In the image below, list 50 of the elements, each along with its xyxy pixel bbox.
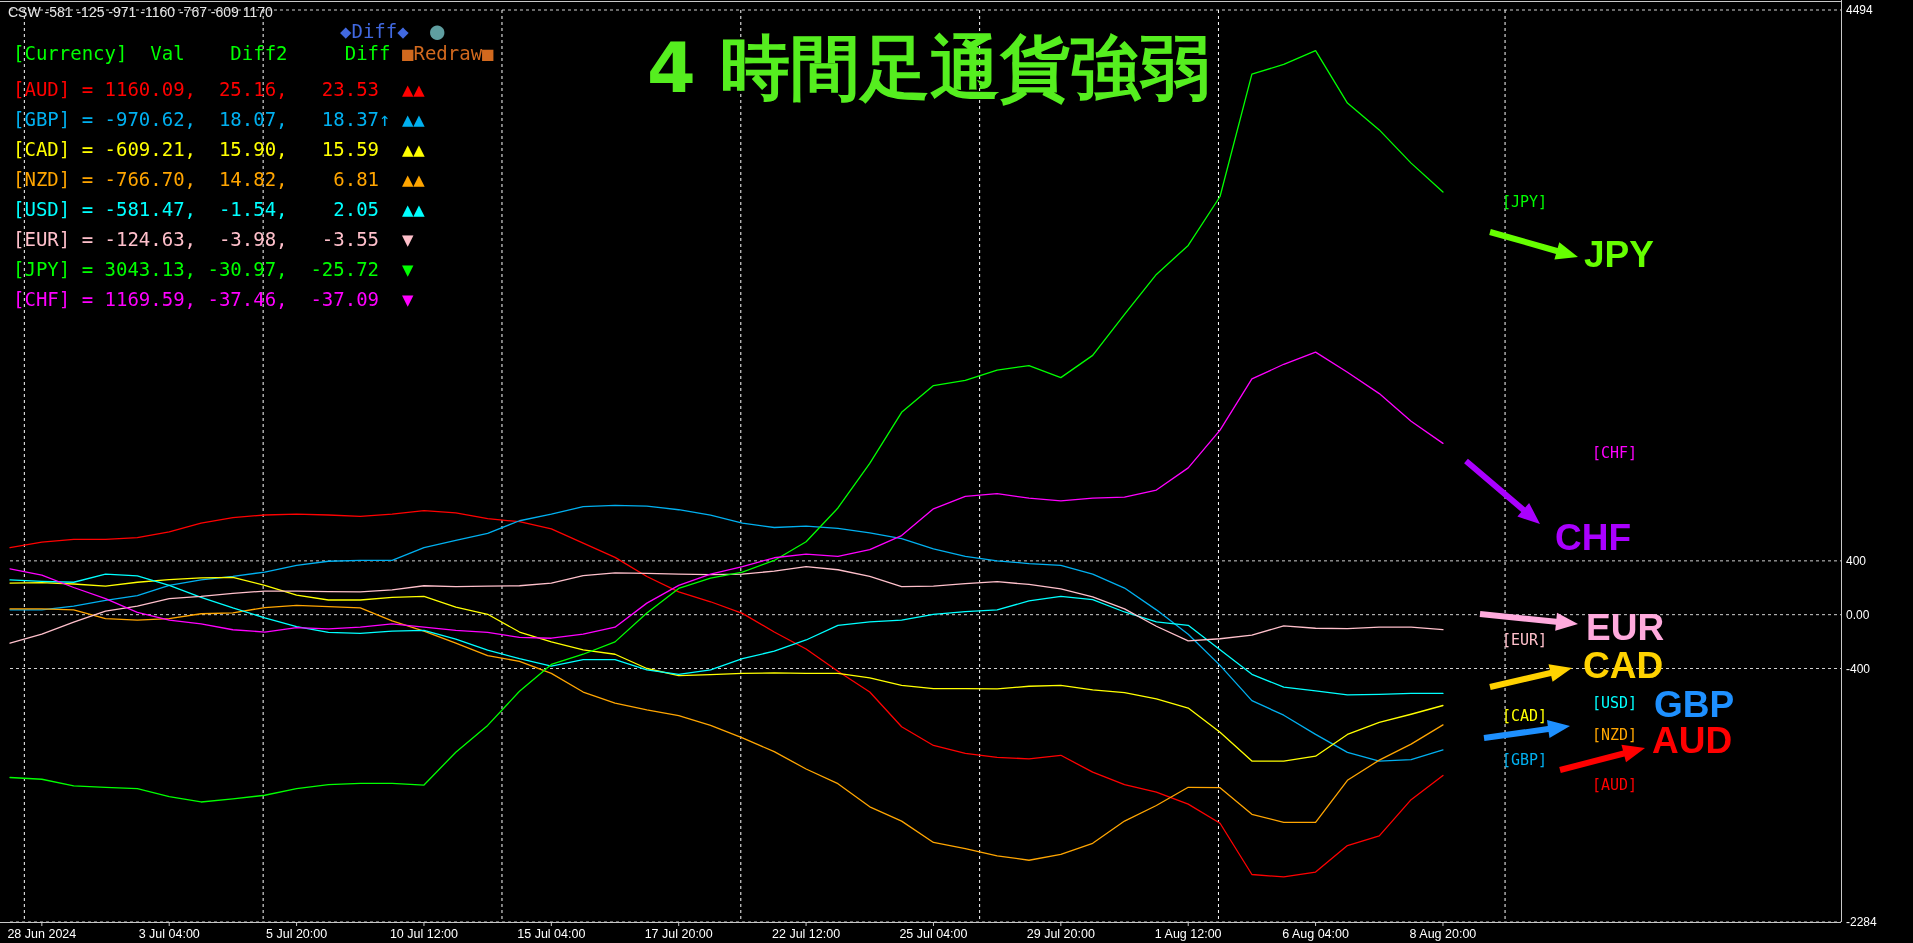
text: [CHF] [1591, 444, 1638, 463]
line-series [9, 573, 1444, 696]
x-tick-label: 8 Aug 20:00 [1409, 927, 1477, 941]
x-tick-label: 3 Jul 04:00 [138, 927, 200, 941]
annotation: [NZD] = -766.70, 14.82, 6.81 ▲▲ [13, 168, 426, 190]
annotation: CHF [1555, 517, 1632, 558]
annotation: [Currency] Val Diff2 Diff [13, 42, 391, 64]
x-tick-label: 6 Aug 04:00 [1282, 927, 1349, 941]
line-series [9, 504, 1444, 762]
line-series [9, 604, 1444, 861]
annotation: [AUD] = 1160.09, 25.16, 23.53 ▲▲ [13, 78, 426, 100]
text: [EUR] [1501, 630, 1548, 649]
x-tick-label: 29 Jul 20:00 [1026, 927, 1095, 941]
x-tick-label: 17 Jul 20:00 [644, 927, 713, 941]
x-tick-label: 5 Jul 20:00 [266, 927, 328, 941]
y-tick-label: 0.00 [1846, 607, 1870, 622]
annotation: ● [430, 17, 445, 45]
annotation: CSW -581 -125 -971 -1160 -767 -609 1170 [8, 4, 274, 20]
text: [NZD] [1591, 725, 1638, 744]
line-series [9, 576, 1444, 762]
x-tick-label: 10 Jul 12:00 [389, 927, 459, 941]
line-series [9, 351, 1444, 639]
text: [GBP] [1501, 750, 1548, 769]
annotation: [JPY] = 3043.13, -30.97, -25.72 ▼ [13, 258, 414, 280]
y-tick-label: -2284 [1846, 915, 1878, 929]
annotation: CAD [1583, 645, 1664, 686]
annotation: [CAD] = -609.21, 15.90, 15.59 ▲▲ [13, 138, 426, 160]
text: [AUD] [1591, 776, 1638, 795]
x-tick-label: 22 Jul 12:00 [772, 927, 841, 941]
annotation: [EUR] = -124.63, -3.98, -3.55 ▼ [13, 228, 414, 250]
text: [CAD] [1501, 706, 1548, 725]
text: [USD] [1591, 694, 1638, 713]
line-series [9, 509, 1444, 878]
annotation: ◆Diff◆ [340, 20, 410, 42]
x-tick-label: 25 Jul 04:00 [899, 927, 968, 941]
y-tick-label: -400 [1846, 661, 1871, 676]
annotation: EUR [1586, 607, 1665, 648]
x-tick-label: 15 Jul 04:00 [517, 927, 586, 941]
x-tick-label: 28 Jun 2024 [7, 927, 77, 941]
y-tick-label: 400 [1846, 553, 1867, 568]
annotation: [GBP] = -970.62, 18.07, 18.37↑ ▲▲ [13, 108, 426, 130]
annotation: [CHF] = 1169.59, -37.46, -37.09 ▼ [13, 288, 414, 310]
annotation: ■Redraw■ [402, 42, 495, 64]
x-tick-label: 1 Aug 12:00 [1154, 927, 1222, 941]
annotation: [USD] = -581.47, -1.54, 2.05 ▲▲ [13, 198, 426, 220]
line-series [9, 566, 1444, 644]
y-tick-label: 4494 [1846, 3, 1874, 17]
chart-title: 4 時間足通貨強弱 [647, 27, 1211, 109]
text: [JPY] [1501, 193, 1548, 212]
annotation: JPY [1584, 234, 1655, 275]
